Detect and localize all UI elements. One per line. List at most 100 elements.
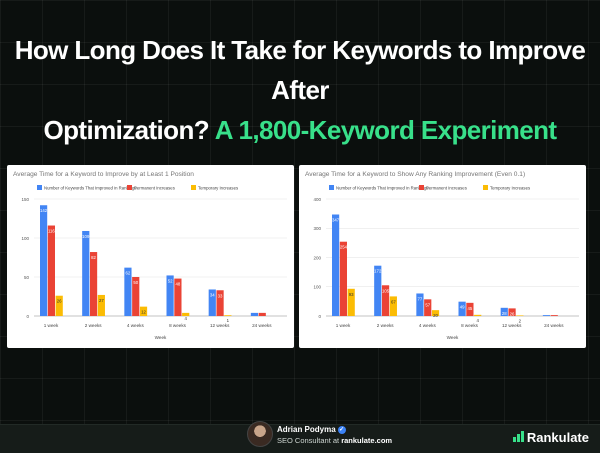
bar bbox=[139, 306, 148, 316]
page-title: How Long Does It Take for Keywords to Im… bbox=[0, 30, 600, 150]
bar bbox=[47, 225, 55, 316]
data-label: 49 bbox=[460, 305, 465, 310]
bar bbox=[40, 205, 48, 316]
chart-1: Average Time for a Keyword to Improve by… bbox=[13, 171, 287, 340]
data-label: 12 bbox=[141, 310, 146, 315]
author-name-text: Adrian Podyma bbox=[277, 425, 336, 434]
x-axis-label: Week bbox=[155, 335, 167, 340]
bar bbox=[516, 315, 524, 316]
data-label: 57 bbox=[425, 302, 430, 307]
legend-item-2: Temporary Increases bbox=[483, 185, 530, 191]
legend-label-0: Number of Keywords That Improved in Rank… bbox=[336, 186, 429, 191]
bar bbox=[97, 294, 105, 316]
x-tick-label: 4 weeks bbox=[127, 323, 145, 328]
bar bbox=[550, 315, 558, 316]
data-label: 28 bbox=[502, 311, 507, 316]
chart-title: Average Time for a Keyword to Show Any R… bbox=[305, 171, 525, 178]
x-tick-label: 1 week bbox=[44, 323, 59, 328]
chart-card-2: Average Time for a Keyword to Show Any R… bbox=[299, 165, 586, 348]
data-label: 77 bbox=[418, 296, 423, 301]
data-label: 3 bbox=[553, 318, 556, 323]
footer-bar bbox=[0, 424, 600, 453]
bar bbox=[332, 214, 340, 316]
data-label: 27 bbox=[99, 298, 104, 303]
bar bbox=[416, 293, 424, 316]
data-label: 116 bbox=[48, 229, 55, 234]
bar bbox=[458, 301, 466, 316]
legend-swatch-1 bbox=[127, 185, 132, 190]
data-label: 26 bbox=[510, 311, 515, 316]
bar-chart-icon bbox=[512, 430, 525, 445]
author-site-link[interactable]: rankulate.com bbox=[341, 436, 393, 445]
data-label: 142 bbox=[40, 208, 48, 213]
bar bbox=[466, 302, 474, 316]
y-tick-label: 400 bbox=[313, 197, 321, 202]
x-tick-label: 12 weeks bbox=[210, 323, 230, 328]
bar bbox=[89, 252, 98, 316]
bar bbox=[389, 296, 397, 316]
bar bbox=[431, 310, 440, 316]
bar bbox=[474, 314, 482, 316]
data-label: 105 bbox=[382, 288, 390, 293]
data-label: 4 bbox=[261, 316, 264, 321]
legend-label-1: Permanent Increases bbox=[426, 186, 467, 191]
y-tick-label: 100 bbox=[21, 236, 29, 241]
x-tick-label: 24 weeks bbox=[252, 323, 272, 328]
author-role-text: SEO Consultant at bbox=[277, 436, 340, 445]
legend-swatch-2 bbox=[483, 185, 488, 190]
data-label: 4 bbox=[185, 316, 188, 321]
y-tick-label: 0 bbox=[318, 314, 321, 319]
bar bbox=[224, 315, 232, 316]
chart-card-1: Average Time for a Keyword to Improve by… bbox=[7, 165, 294, 348]
bar bbox=[347, 288, 355, 316]
data-label: 33 bbox=[218, 293, 223, 298]
data-label: 172 bbox=[374, 269, 382, 274]
x-tick-label: 2 weeks bbox=[85, 323, 103, 328]
data-label: 48 bbox=[176, 282, 181, 287]
legend-label-1: Permanent Increases bbox=[134, 186, 175, 191]
y-tick-label: 300 bbox=[313, 226, 321, 231]
bar bbox=[82, 230, 90, 316]
bar bbox=[542, 315, 551, 316]
bar bbox=[124, 267, 132, 316]
title-line-2-white: Optimization? bbox=[43, 115, 210, 145]
data-label: 109 bbox=[82, 234, 90, 239]
data-label: 62 bbox=[126, 271, 131, 276]
legend-label-2: Temporary Increases bbox=[198, 186, 238, 191]
x-tick-label: 2 weeks bbox=[377, 323, 395, 328]
bar bbox=[182, 312, 190, 316]
bar bbox=[166, 275, 174, 316]
data-label: 347 bbox=[332, 218, 340, 223]
legend-swatch-1 bbox=[419, 185, 424, 190]
data-label: 2 bbox=[519, 318, 522, 323]
x-axis-label: Week bbox=[447, 335, 459, 340]
data-label: 3 bbox=[545, 318, 548, 323]
x-tick-label: 8 weeks bbox=[169, 323, 187, 328]
x-tick-label: 8 weeks bbox=[461, 323, 479, 328]
bar bbox=[258, 312, 266, 316]
author-name: Adrian Podyma ✓ bbox=[277, 425, 346, 434]
bar bbox=[216, 290, 224, 316]
data-label: 45 bbox=[468, 306, 473, 311]
bar bbox=[339, 241, 347, 316]
data-label: 254 bbox=[340, 245, 348, 250]
legend-item-2: Temporary Increases bbox=[191, 185, 238, 191]
bar bbox=[424, 299, 432, 316]
bar bbox=[374, 265, 382, 316]
y-tick-label: 100 bbox=[313, 285, 321, 290]
y-tick-label: 200 bbox=[313, 255, 321, 260]
legend-swatch-0 bbox=[37, 185, 42, 190]
x-tick-label: 24 weeks bbox=[544, 323, 564, 328]
data-label: 4 bbox=[477, 318, 480, 323]
chart-title: Average Time for a Keyword to Improve by… bbox=[13, 171, 194, 178]
data-label: 4 bbox=[253, 316, 256, 321]
bar bbox=[500, 307, 508, 316]
brand-logo: Rankulate bbox=[512, 430, 589, 445]
data-label: 34 bbox=[210, 292, 215, 297]
data-label: 20 bbox=[433, 313, 438, 318]
data-label: 50 bbox=[133, 280, 138, 285]
chart-2: Average Time for a Keyword to Show Any R… bbox=[305, 171, 579, 340]
legend-item-0: Number of Keywords That Improved in Rank… bbox=[37, 185, 137, 191]
legend-swatch-2 bbox=[191, 185, 196, 190]
data-label: 93 bbox=[349, 292, 354, 297]
